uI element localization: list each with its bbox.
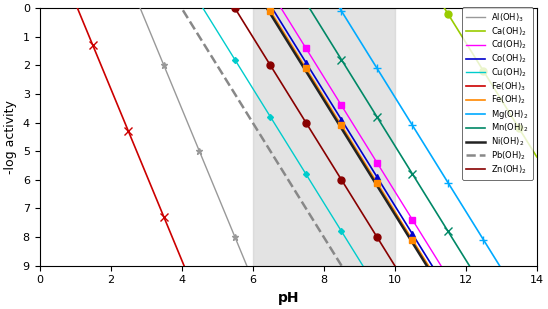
Line: Mg(OH)$_2$: Mg(OH)$_2$: [39, 0, 509, 280]
Al(OH)$_3$: [229, 229, 236, 233]
Co(OH)$_2$: [437, 278, 444, 281]
Co(OH)$_2$: [381, 187, 388, 191]
Al(OH)$_3$: [249, 277, 255, 281]
Ni(OH)$_2$: [425, 266, 431, 269]
Zn(OH)$_2$: [399, 277, 406, 281]
Co(OH)$_2$: [349, 135, 355, 138]
Fe(OH)$_3$: [109, 90, 116, 94]
Fe(OH)$_3$: [147, 183, 154, 187]
Zn(OH)$_2$: [361, 214, 367, 218]
Fe(OH)$_3$: [143, 172, 150, 176]
Line: Ca(OH)$_2$: Ca(OH)$_2$: [39, 0, 537, 157]
Cd(OH)$_2$: [339, 105, 346, 109]
Line: Cd(OH)$_2$: Cd(OH)$_2$: [39, 0, 449, 279]
Bar: [253, 8, 395, 265]
Al(OH)$_3$: [215, 196, 222, 200]
Co(OH)$_2$: [341, 122, 347, 126]
X-axis label: pH: pH: [277, 291, 299, 305]
Al(OH)$_3$: [162, 67, 169, 71]
Al(OH)$_3$: [167, 78, 173, 81]
Legend: Al(OH)$_3$, Ca(OH)$_2$, Cd(OH)$_2$, Co(OH)$_2$, Cu(OH)$_2$, Fe(OH)$_3$, Fe(OH)$_: Al(OH)$_3$, Ca(OH)$_2$, Cd(OH)$_2$, Co(O…: [462, 7, 533, 180]
Ca(OH)$_2$: [484, 76, 491, 80]
Line: Fe(OH)$_2$: Fe(OH)$_2$: [39, 0, 437, 280]
Zn(OH)$_2$: [334, 171, 340, 174]
Y-axis label: -log activity: -log activity: [4, 100, 17, 174]
Co(OH)$_2$: [312, 75, 318, 79]
Ni(OH)$_2$: [332, 116, 338, 119]
Al(OH)$_3$: [163, 69, 169, 73]
Fe(OH)$_3$: [186, 277, 193, 281]
Fe(OH)$_2$: [294, 52, 300, 56]
Line: Ni(OH)$_2$: Ni(OH)$_2$: [39, 0, 435, 279]
Line: Cu(OH)$_2$: Cu(OH)$_2$: [39, 0, 371, 279]
Co(OH)$_2$: [272, 12, 279, 16]
Mg(OH)$_2$: [504, 276, 510, 279]
Fe(OH)$_2$: [384, 197, 390, 200]
Line: Zn(OH)$_2$: Zn(OH)$_2$: [39, 0, 403, 279]
Fe(OH)$_2$: [434, 278, 441, 281]
Ca(OH)$_2$: [534, 155, 540, 159]
Mg(OH)$_2$: [505, 278, 512, 281]
Mn(OH)$_2$: [475, 277, 481, 281]
Mn(OH)$_2$: [367, 104, 374, 108]
Fe(OH)$_2$: [373, 180, 380, 184]
Fe(OH)$_2$: [316, 88, 322, 91]
Mn(OH)$_2$: [308, 9, 315, 13]
Pb(OH)$_2$: [230, 89, 236, 93]
Cd(OH)$_2$: [446, 277, 453, 281]
Ni(OH)$_2$: [432, 277, 438, 281]
Fe(OH)$_3$: [165, 226, 172, 230]
Mn(OH)$_2$: [381, 127, 388, 131]
Line: Al(OH)$_3$: Al(OH)$_3$: [39, 0, 252, 279]
Line: Pb(OH)$_2$: Pb(OH)$_2$: [39, 0, 350, 279]
Line: Mn(OH)$_2$: Mn(OH)$_2$: [39, 0, 478, 279]
Cd(OH)$_2$: [292, 29, 298, 32]
Line: Fe(OH)$_3$: Fe(OH)$_3$: [39, 0, 190, 279]
Line: Co(OH)$_2$: Co(OH)$_2$: [39, 0, 441, 280]
Pb(OH)$_2$: [346, 277, 353, 281]
Cd(OH)$_2$: [373, 159, 379, 163]
Ni(OH)$_2$: [404, 232, 410, 236]
Cd(OH)$_2$: [286, 19, 293, 23]
Cu(OH)$_2$: [368, 277, 374, 281]
Cd(OH)$_2$: [322, 78, 329, 82]
Cu(OH)$_2$: [212, 25, 218, 29]
Co(OH)$_2$: [267, 4, 274, 8]
